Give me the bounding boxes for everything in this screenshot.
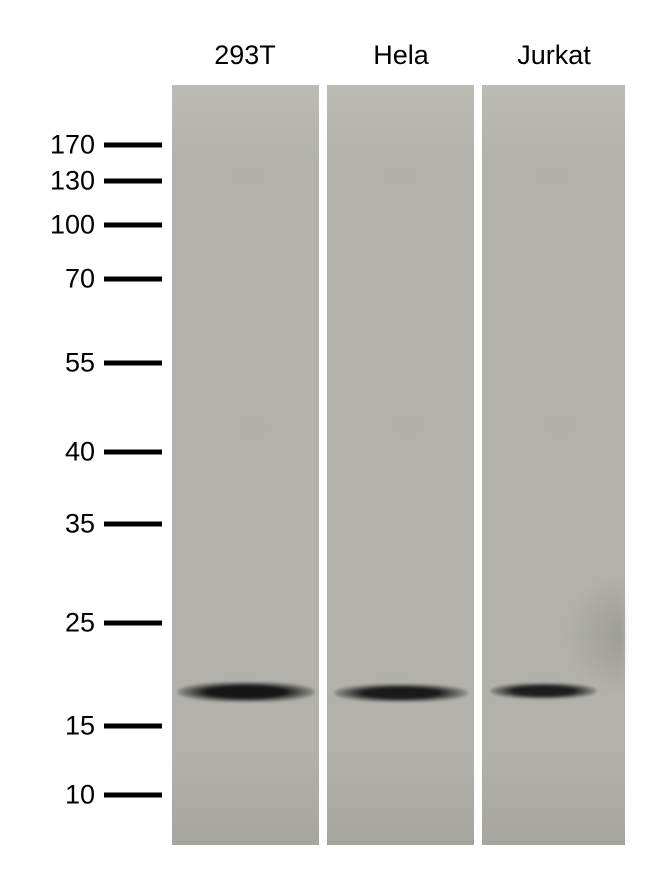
film-smudge xyxy=(194,389,312,465)
mw-label: 100 xyxy=(25,210,95,241)
mw-tick xyxy=(104,724,162,729)
mw-label: 10 xyxy=(25,780,95,811)
mw-label: 55 xyxy=(25,348,95,379)
western-blot-figure: 293T Hela Jurkat 170 130 100 70 55 40 35 25 15 10 xyxy=(0,0,650,888)
lane-label-jurkat: Jurkat xyxy=(517,40,591,71)
lane-293t xyxy=(172,85,319,845)
mw-tick xyxy=(104,450,162,455)
lane-jurkat xyxy=(482,85,625,845)
film-smudge xyxy=(334,146,466,207)
film-corner-shadow xyxy=(565,575,625,695)
film-smudge xyxy=(503,389,617,465)
mw-label: 25 xyxy=(25,608,95,639)
mw-label: 40 xyxy=(25,437,95,468)
lane-hela xyxy=(327,85,474,845)
film-smudge xyxy=(489,146,618,207)
mw-label: 70 xyxy=(25,264,95,295)
mw-tick xyxy=(104,143,162,148)
protein-band xyxy=(177,682,315,702)
mw-tick xyxy=(104,522,162,527)
film-smudge xyxy=(349,389,467,465)
mw-label: 15 xyxy=(25,711,95,742)
protein-band xyxy=(334,684,468,702)
film-smudge xyxy=(179,146,311,207)
mw-tick xyxy=(104,621,162,626)
lane-label-293t: 293T xyxy=(214,40,276,71)
mw-label: 130 xyxy=(25,166,95,197)
mw-label: 170 xyxy=(25,130,95,161)
lane-label-hela: Hela xyxy=(373,40,429,71)
mw-label: 35 xyxy=(25,509,95,540)
mw-tick xyxy=(104,793,162,798)
mw-tick xyxy=(104,277,162,282)
mw-tick xyxy=(104,223,162,228)
mw-tick xyxy=(104,179,162,184)
mw-tick xyxy=(104,361,162,366)
